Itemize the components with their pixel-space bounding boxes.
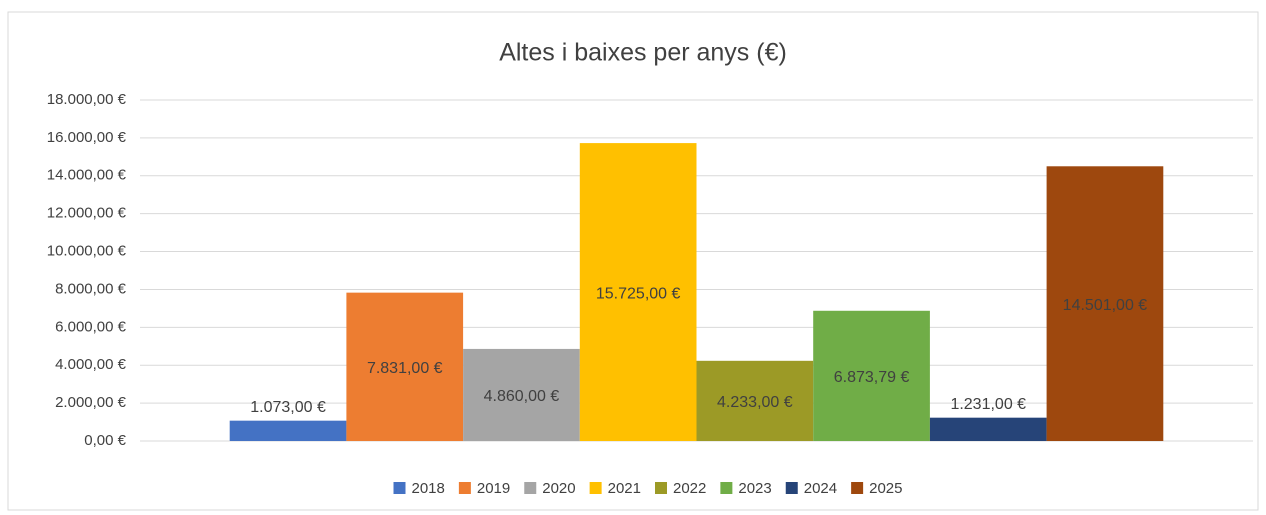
legend-swatch: [524, 482, 537, 494]
legend-swatch: [458, 482, 471, 494]
legend-label: 2021: [608, 480, 641, 497]
legend-label: 2024: [804, 480, 837, 497]
legend-swatch: [655, 482, 667, 494]
y-tick-label: 12.000,00 €: [47, 205, 127, 222]
bar: [929, 417, 1047, 441]
legend-label: 2018: [412, 480, 445, 497]
y-tick-label: 18.000,00 €: [47, 91, 127, 108]
legend-label: 2020: [542, 480, 575, 497]
y-tick-label: 10.000,00 €: [47, 243, 127, 260]
bar: [813, 310, 930, 441]
data-label: 15.725,00 €: [596, 285, 681, 302]
y-tick-label: 6.000,00 €: [55, 318, 127, 335]
y-tick-label: 14.000,00 €: [47, 167, 127, 184]
y-tick-label: 8.000,00 €: [55, 280, 127, 297]
y-tick-label: 4.000,00 €: [55, 356, 127, 373]
data-label: 7.831,00 €: [367, 360, 443, 377]
data-label: 1.073,00 €: [250, 399, 326, 416]
y-tick-label: 0,00 €: [84, 432, 126, 449]
bar: [696, 360, 814, 441]
legend-swatch: [720, 482, 733, 494]
bar: [1046, 166, 1164, 441]
bar: [463, 348, 580, 441]
legend-label: 2025: [869, 480, 902, 497]
data-label: 4.233,00 €: [717, 394, 793, 411]
legend-label: 2019: [477, 480, 510, 497]
chart-title: Altes i baixes per anys (€): [499, 39, 787, 67]
bar: [579, 143, 697, 441]
bar: [346, 292, 464, 441]
legend-label: 2022: [673, 480, 706, 497]
y-tick-label: 16.000,00 €: [47, 129, 127, 146]
legend-swatch: [851, 482, 864, 494]
y-tick-label: 2.000,00 €: [55, 394, 127, 411]
data-label: 1.231,00 €: [950, 396, 1026, 413]
legend-swatch: [393, 482, 406, 494]
legend-swatch: [589, 482, 602, 494]
legend-label: 2023: [738, 480, 771, 497]
data-label: 4.860,00 €: [484, 388, 560, 405]
data-label: 14.501,00 €: [1063, 297, 1148, 314]
legend-swatch: [785, 482, 798, 494]
data-label: 6.873,79 €: [834, 369, 910, 386]
bar: [229, 420, 347, 441]
